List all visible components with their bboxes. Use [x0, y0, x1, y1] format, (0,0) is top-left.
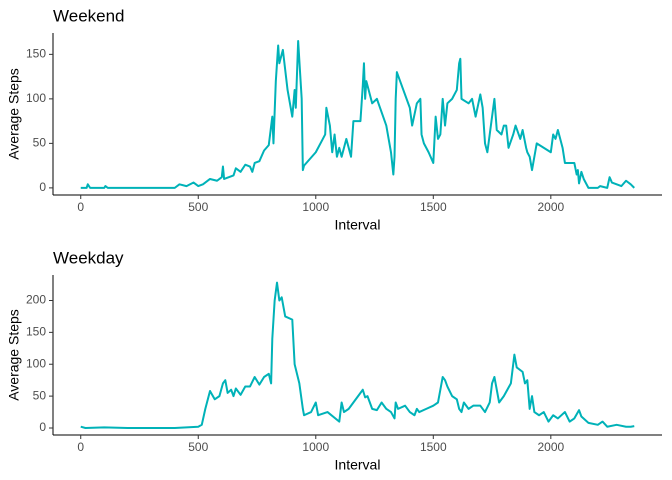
y-tick-label: 50 [33, 136, 47, 150]
y-tick-label: 200 [26, 293, 46, 307]
x-tick-label: 500 [188, 440, 208, 454]
y-tick-label: 150 [26, 325, 46, 339]
x-axis-title: Interval [335, 217, 381, 233]
x-tick-label: 1000 [302, 200, 329, 214]
y-tick-label: 100 [26, 356, 46, 370]
x-tick-label: 1500 [420, 440, 447, 454]
y-tick-label: 0 [39, 180, 46, 194]
x-axis-title: Interval [335, 457, 381, 473]
y-tick-label: 150 [26, 47, 46, 61]
y-axis-title: Average Steps [6, 68, 22, 160]
x-tick-label: 2000 [537, 200, 564, 214]
chart-title: Weekday [53, 248, 124, 267]
y-tick-label: 100 [26, 91, 46, 105]
chart-title: Weekend [53, 6, 125, 25]
data-line [80, 281, 635, 429]
x-tick-label: 1000 [302, 440, 329, 454]
y-tick-label: 50 [33, 388, 47, 402]
x-tick-label: 2000 [537, 440, 564, 454]
y-axis-title: Average Steps [6, 309, 22, 401]
data-line [80, 40, 635, 189]
x-tick-label: 500 [188, 200, 208, 214]
x-tick-label: 1500 [420, 200, 447, 214]
y-tick-label: 0 [39, 420, 46, 434]
x-tick-label: 0 [77, 440, 84, 454]
x-tick-label: 0 [77, 200, 84, 214]
